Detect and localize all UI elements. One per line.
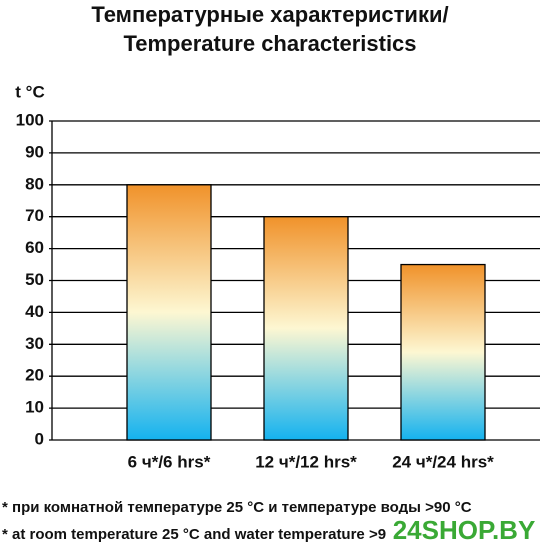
y-tick-label: 60 — [25, 238, 44, 257]
y-tick-label: 20 — [25, 366, 44, 385]
footnote: * at room temperature 25 °C and water te… — [2, 526, 416, 543]
footnote: * при комнатной температуре 25 °C и темп… — [2, 499, 472, 516]
y-tick-label: 50 — [25, 270, 44, 289]
y-tick-label: 0 — [35, 429, 44, 448]
plot: 0 10 20 30 40 50 60 70 80 90 100 6 ч*/6 hrs* 12 ч*/1… — [16, 110, 540, 471]
y-tick-label: 30 — [25, 334, 44, 353]
x-tick-label: 6 ч*/6 hrs* — [128, 452, 211, 471]
bar — [400, 263, 486, 441]
chart-title: Температурные характеристики/ — [91, 2, 448, 27]
bar — [263, 216, 349, 441]
y-tick-label: 100 — [16, 110, 44, 129]
watermark: 24SHOP.BY — [393, 515, 536, 545]
y-tick-label: 10 — [25, 398, 44, 417]
chart-title: Temperature characteristics — [123, 31, 416, 56]
watermark-bg — [386, 514, 542, 550]
x-tick-label: 24 ч*/24 hrs* — [392, 452, 494, 471]
y-tick-label: 90 — [25, 142, 44, 161]
y-tick-label: 80 — [25, 174, 44, 193]
bar — [126, 184, 212, 441]
x-tick-label: 12 ч*/12 hrs* — [255, 452, 357, 471]
y-tick-label: 70 — [25, 206, 44, 225]
y-tick-label: 40 — [25, 302, 44, 321]
y-axis-label: t °C — [15, 82, 44, 101]
